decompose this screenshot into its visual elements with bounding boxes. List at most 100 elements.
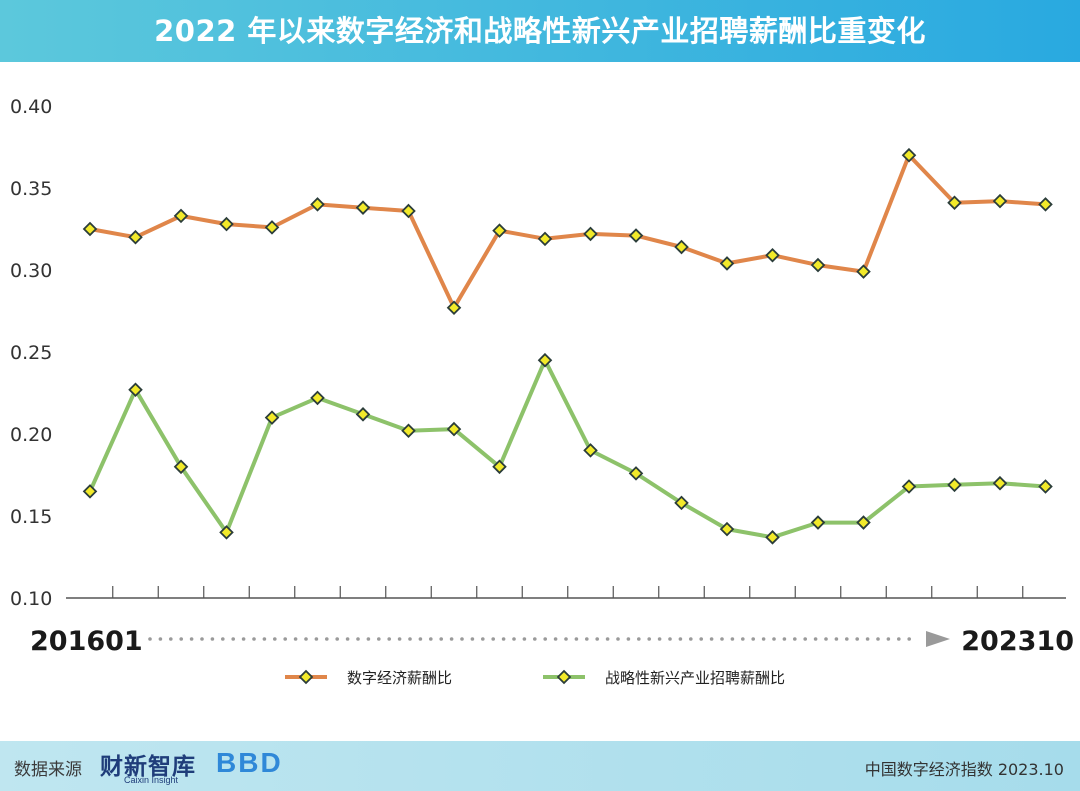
timeline-dot [273, 637, 277, 641]
data-point-marker [537, 352, 553, 368]
timeline-dot [314, 637, 319, 641]
data-point-marker [173, 208, 189, 224]
timeline-dot [897, 637, 901, 641]
y-tick-label: 0.35 [10, 178, 52, 200]
timeline-dot [512, 637, 516, 641]
legend-marker [556, 669, 572, 685]
data-point-marker [355, 200, 371, 215]
data-point-marker [128, 229, 143, 245]
timeline-dot [907, 637, 911, 641]
publication-label: 中国数字经济指数 2023.10 [864, 760, 1064, 779]
data-point-marker [674, 239, 689, 255]
timeline-dot [325, 637, 329, 641]
timeline-dot [345, 637, 350, 641]
timeline-dot [585, 637, 589, 641]
timeline-dot [481, 637, 485, 641]
timeline-dot [595, 637, 599, 641]
legend-label: 战略性新兴产业招聘薪酬比 [605, 669, 785, 687]
data-point-marker [992, 193, 1008, 209]
timeline-dot [169, 637, 173, 641]
data-point-marker [765, 530, 780, 545]
timeline-dot [408, 637, 412, 641]
timeline-dot [720, 637, 724, 641]
timeline-dot [533, 637, 537, 641]
timeline-dot [252, 637, 256, 641]
data-point-marker [901, 479, 917, 494]
x-end-label: 202310 [961, 626, 1074, 657]
data-point-marker [492, 223, 507, 238]
data-point-marker [82, 484, 98, 499]
data-point-marker [128, 382, 143, 397]
timeline-dot [241, 637, 246, 641]
data-point-marker [901, 147, 917, 163]
data-point-marker [810, 257, 826, 273]
timeline-dot [741, 637, 745, 641]
timeline-dot [366, 637, 371, 641]
data-point-marker [492, 459, 507, 475]
timeline-dot [657, 637, 662, 641]
timeline-dot [813, 637, 818, 641]
timeline-dot [387, 637, 392, 641]
bbd-logo: BBD [216, 747, 283, 778]
timeline-dot [553, 637, 558, 641]
timeline-dot [699, 637, 703, 641]
timeline-dot [616, 637, 620, 641]
y-tick-label: 0.25 [10, 342, 52, 364]
data-point-marker [810, 515, 826, 530]
timeline-dot [283, 637, 288, 641]
data-point-marker [446, 300, 462, 315]
data-point-marker [355, 407, 371, 422]
timeline-dot [564, 637, 568, 641]
timeline: 201601 202310 [30, 626, 1074, 657]
y-tick-label: 0.15 [10, 506, 52, 528]
timeline-dot [179, 637, 183, 641]
timeline-dot [709, 637, 714, 641]
legend: 数字经济薪酬比 战略性新兴产业招聘薪酬比 [285, 669, 785, 687]
timeline-dot [397, 637, 402, 641]
data-point-marker [219, 525, 234, 540]
data-point-marker [719, 521, 735, 537]
timeline-dot [304, 637, 308, 641]
title-banner: 2022 年以来数字经济和战略性新兴产业招聘薪酬比重变化 [0, 0, 1080, 62]
timeline-dot [574, 637, 579, 641]
data-point-marker [310, 390, 325, 406]
data-point-marker [947, 195, 962, 211]
timeline-dot [772, 637, 776, 641]
timeline-dot [460, 637, 464, 641]
data-point-marker [264, 220, 280, 235]
timeline-dot [761, 637, 766, 641]
timeline-dot [439, 637, 444, 641]
timeline-dot [491, 637, 496, 641]
series-line-0 [88, 153, 1048, 310]
data-point-marker [219, 216, 234, 232]
timeline-dot [231, 637, 235, 641]
timeline-arrow-icon [926, 631, 950, 647]
timeline-dot [637, 637, 641, 641]
timeline-dot [689, 637, 693, 641]
timeline-dot [855, 637, 859, 641]
timeline-dot [824, 637, 828, 641]
timeline-dot [293, 637, 298, 641]
data-point-marker [992, 475, 1008, 491]
data-point-marker [446, 421, 462, 437]
series-line-1 [88, 358, 1048, 540]
timeline-dot [158, 637, 163, 641]
legend-marker [298, 669, 314, 685]
timeline-dot [148, 637, 152, 641]
y-tick-label: 0.30 [10, 260, 52, 282]
data-point-marker [583, 226, 598, 242]
timeline-dot [626, 637, 631, 641]
data-point-marker [674, 495, 689, 511]
series-layer [82, 147, 1053, 545]
timeline-dot [782, 637, 787, 641]
timeline-dot [501, 637, 506, 641]
data-point-marker [719, 256, 735, 271]
y-tick-label: 0.20 [10, 424, 52, 446]
line-chart: 0.40 0.35 0.30 0.25 0.20 0.15 0.10 201601 2023… [10, 96, 1074, 687]
y-tick-label: 0.10 [10, 588, 52, 610]
timeline-dot [418, 637, 423, 641]
timeline-dot [449, 637, 454, 641]
x-start-label: 201601 [30, 626, 143, 657]
timeline-dot [886, 637, 891, 641]
timeline-dots [148, 637, 911, 641]
